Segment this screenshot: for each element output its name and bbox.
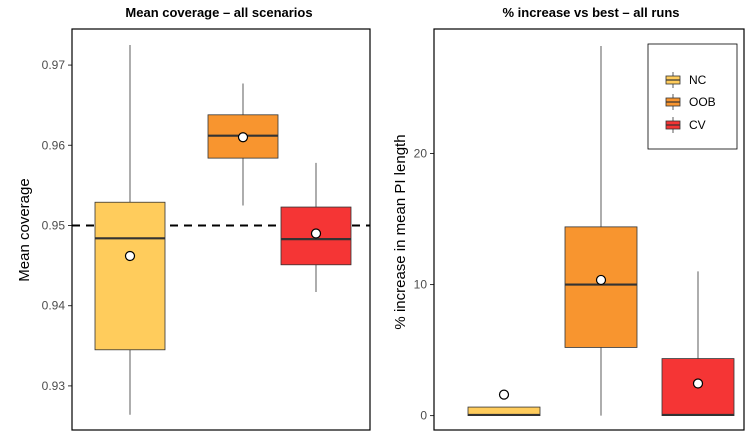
box-nc (467, 389, 541, 417)
mean-marker (692, 378, 704, 389)
y-tick-label: 20 (414, 146, 428, 160)
panel-mean-coverage: Mean coverage – all scenarios Mean cover… (16, 5, 371, 431)
y-axis-ticks: 0 10 20 (414, 146, 434, 423)
mean-marker (595, 274, 607, 286)
box-iqr (564, 226, 638, 348)
box-oob (207, 83, 279, 206)
y-tick-label: 0.94 (42, 299, 66, 313)
box-cv (661, 271, 735, 417)
y-axis-ticks: 0.93 0.94 0.95 0.96 0.97 (42, 58, 72, 393)
boxes (467, 46, 735, 417)
legend-item-oob: OOB (665, 94, 716, 110)
legend-box (647, 43, 738, 150)
mean-marker (498, 389, 510, 400)
y-tick-label: 0.96 (42, 138, 66, 152)
box-iqr (94, 201, 166, 351)
y-tick-label: 10 (414, 278, 428, 292)
mean-marker (237, 132, 249, 143)
y-tick-label: 0.95 (42, 218, 66, 232)
legend-label: NC (689, 73, 707, 87)
box-nc (94, 45, 166, 415)
panel-pi-length-increase: % increase vs best – all runs % increase… (392, 5, 745, 431)
y-tick-label: 0.97 (42, 58, 66, 72)
y-axis-label: % increase in mean PI length (392, 134, 409, 329)
boxes (94, 45, 352, 415)
legend-item-nc: NC (665, 72, 707, 88)
legend-label: CV (689, 118, 706, 132)
y-tick-label: 0 (420, 409, 427, 423)
box-oob (564, 46, 638, 416)
chart-title: Mean coverage – all scenarios (125, 5, 312, 20)
legend: NC OOB CV (647, 43, 738, 150)
legend-label: OOB (689, 95, 716, 109)
y-axis-label: Mean coverage (16, 178, 33, 281)
chart-title: % increase vs best – all runs (502, 5, 679, 20)
box-cv (280, 162, 352, 293)
mean-marker (310, 228, 322, 239)
plot-frame (71, 28, 371, 431)
legend-item-cv: CV (665, 117, 706, 133)
mean-marker (124, 250, 136, 262)
y-tick-label: 0.93 (42, 379, 66, 393)
plot-frame (433, 28, 745, 431)
